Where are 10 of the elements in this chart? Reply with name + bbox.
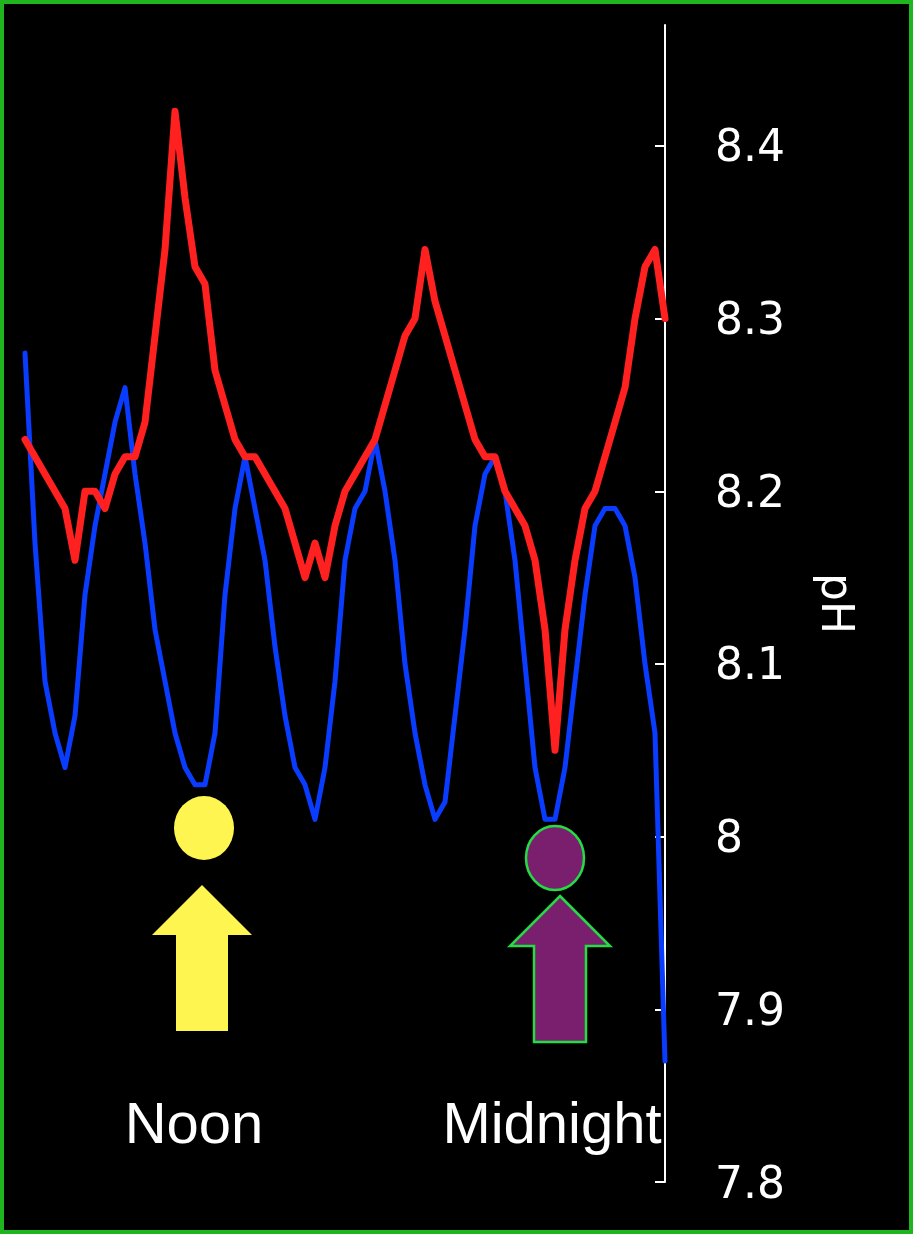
- y-tick-label: 8.2: [715, 465, 785, 517]
- y-tick-label: 8.3: [715, 293, 785, 345]
- y-tick-label: 7.8: [715, 1156, 785, 1208]
- y-tick-label: 7.9: [715, 983, 785, 1035]
- annotation: Midnight: [442, 1089, 662, 1156]
- y-tick-label: 8: [715, 811, 743, 863]
- y-axis-title: pH: [811, 572, 863, 635]
- y-tick-label: 8.1: [715, 638, 785, 690]
- annotation: Noon: [124, 1089, 264, 1156]
- y-tick-label: 8.4: [715, 120, 785, 172]
